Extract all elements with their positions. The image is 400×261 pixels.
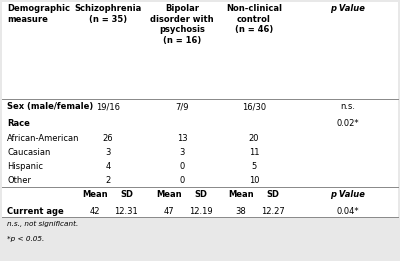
- Text: 47: 47: [164, 207, 174, 216]
- Text: 11: 11: [249, 148, 259, 157]
- Text: Caucasian: Caucasian: [7, 148, 50, 157]
- Text: SD: SD: [194, 190, 207, 199]
- Text: African-American: African-American: [7, 134, 80, 143]
- Text: 20: 20: [249, 134, 259, 143]
- Text: 0.02*: 0.02*: [337, 119, 359, 128]
- Text: 16/30: 16/30: [242, 102, 266, 111]
- Text: 42: 42: [90, 207, 100, 216]
- Text: *p < 0.05.: *p < 0.05.: [7, 236, 44, 242]
- Text: Mean: Mean: [156, 190, 182, 199]
- Text: 12.19: 12.19: [189, 207, 213, 216]
- Text: 38: 38: [236, 207, 246, 216]
- Text: Race: Race: [7, 119, 30, 128]
- Text: 0.04*: 0.04*: [337, 207, 359, 216]
- Text: Current age: Current age: [7, 207, 64, 216]
- Text: Schizophrenia
(n = 35): Schizophrenia (n = 35): [74, 4, 142, 24]
- Text: 12.27: 12.27: [261, 207, 285, 216]
- Text: SD: SD: [120, 190, 133, 199]
- Text: 0: 0: [179, 162, 185, 171]
- Text: Mean: Mean: [228, 190, 254, 199]
- Text: n.s.: n.s.: [340, 102, 356, 111]
- Text: 7/9: 7/9: [175, 102, 189, 111]
- FancyBboxPatch shape: [2, 2, 398, 218]
- Text: 2: 2: [105, 176, 111, 185]
- Text: 13: 13: [177, 134, 187, 143]
- Text: SD: SD: [266, 190, 279, 199]
- Text: 3: 3: [105, 148, 111, 157]
- Text: p Value: p Value: [330, 4, 366, 13]
- Text: 5: 5: [251, 162, 257, 171]
- Text: Mean: Mean: [82, 190, 108, 199]
- Text: 3: 3: [179, 148, 185, 157]
- Text: Other: Other: [7, 176, 31, 185]
- Text: Sex (male/female): Sex (male/female): [7, 102, 94, 111]
- Text: 0: 0: [179, 176, 185, 185]
- Text: 19/16: 19/16: [96, 102, 120, 111]
- Text: 10: 10: [249, 176, 259, 185]
- Text: 12.31: 12.31: [114, 207, 138, 216]
- Text: Demographic
measure: Demographic measure: [7, 4, 70, 24]
- Text: Hispanic: Hispanic: [7, 162, 43, 171]
- Text: p Value: p Value: [330, 190, 366, 199]
- Text: 26: 26: [103, 134, 113, 143]
- Text: Non-clinical
control
(n = 46): Non-clinical control (n = 46): [226, 4, 282, 34]
- Text: n.s., not significant.: n.s., not significant.: [7, 221, 78, 227]
- Text: Bipolar
disorder with
psychosis
(n = 16): Bipolar disorder with psychosis (n = 16): [150, 4, 214, 45]
- Text: 4: 4: [105, 162, 111, 171]
